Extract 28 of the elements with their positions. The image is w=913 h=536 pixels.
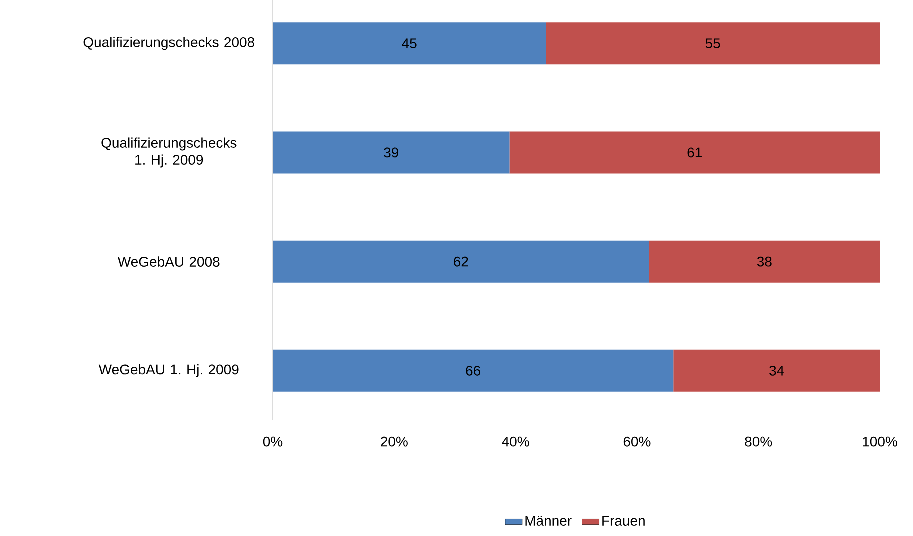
data-label: 55: [706, 38, 720, 49]
x-tick-label: 80%: [745, 436, 772, 447]
legend-label: Frauen: [602, 516, 645, 526]
data-label: 39: [384, 148, 398, 158]
legend-label: Männer: [526, 516, 572, 526]
bar: [546, 22, 880, 65]
bar: [510, 132, 880, 174]
y-tick-label: Qualifizierungschecks 2008: [84, 37, 254, 50]
bar: [649, 240, 880, 283]
x-tick-label: 40%: [502, 436, 530, 447]
bar: [273, 132, 510, 174]
bar: [273, 350, 674, 392]
x-tick-label: 60%: [624, 436, 651, 447]
data-label: 66: [466, 366, 480, 376]
y-tick-label: Qualifizierungschecks 1. Hj. 2009: [102, 138, 237, 168]
y-tick-label: WeGebAU 1. Hj. 2009: [98, 364, 239, 378]
bar: [273, 22, 546, 65]
x-tick-label: 20%: [381, 436, 408, 447]
bar: [273, 240, 650, 283]
x-tick-label: 0%: [263, 436, 283, 447]
data-label: 61: [688, 148, 702, 158]
x-tick-label: 100%: [863, 436, 898, 447]
y-tick-label: WeGebAU 2008: [118, 256, 220, 267]
data-label: 34: [770, 366, 784, 376]
bar: [674, 350, 880, 392]
data-label: 38: [757, 256, 772, 267]
data-label: 62: [454, 256, 468, 267]
data-label: 45: [402, 38, 417, 49]
